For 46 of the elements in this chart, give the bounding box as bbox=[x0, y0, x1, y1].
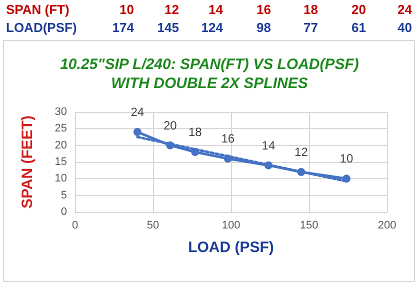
data-label: 16 bbox=[221, 132, 235, 146]
y-axis-title: SPAN (FEET) bbox=[19, 115, 36, 209]
text: 18 bbox=[304, 2, 318, 17]
x-tick-label: 100 bbox=[222, 220, 240, 232]
x-tick-label: 0 bbox=[72, 220, 78, 232]
data-label: 24 bbox=[130, 105, 144, 119]
chart-subtitle: WITH DOUBLE 2X SPLINES bbox=[111, 75, 308, 92]
y-tick-label: 5 bbox=[60, 189, 67, 202]
text: 16 bbox=[256, 2, 271, 17]
point bbox=[297, 168, 306, 176]
point bbox=[191, 148, 200, 156]
text: SPAN (FT) bbox=[6, 2, 70, 17]
point bbox=[166, 141, 174, 150]
text: 61 bbox=[352, 20, 366, 35]
y-tick-label: 30 bbox=[54, 106, 67, 118]
text: 40 bbox=[398, 20, 412, 35]
x-tick-label: 150 bbox=[300, 220, 318, 232]
text: 145 bbox=[157, 20, 179, 35]
x-tick-label: 200 bbox=[378, 220, 396, 232]
x-tick-label: 50 bbox=[146, 220, 160, 232]
text: 14 bbox=[208, 2, 223, 17]
text: 174 bbox=[112, 20, 134, 35]
y-tick-label: 0 bbox=[60, 206, 67, 218]
text: 24 bbox=[398, 2, 412, 17]
data-label: 12 bbox=[294, 145, 308, 159]
text: 77 bbox=[304, 20, 318, 35]
text: 12 bbox=[164, 2, 179, 17]
y-tick-label: 10 bbox=[54, 172, 67, 185]
data-label: 14 bbox=[262, 138, 276, 152]
data-label: 10 bbox=[340, 152, 354, 166]
x-axis-title: LOAD (PSF) bbox=[188, 239, 274, 256]
data-label: 20 bbox=[163, 118, 178, 132]
data-label: 18 bbox=[188, 125, 202, 139]
point bbox=[224, 154, 232, 163]
text: 10 bbox=[120, 2, 134, 17]
chart-title: 10.25"SIP L/240: SPAN(FT) VS LOAD(PSF) bbox=[60, 56, 359, 73]
text: 20 bbox=[352, 2, 366, 17]
text: LOAD(PSF) bbox=[6, 20, 77, 35]
text: 124 bbox=[201, 20, 223, 35]
point bbox=[264, 161, 272, 170]
y-tick-label: 15 bbox=[54, 156, 67, 168]
text: 98 bbox=[256, 20, 271, 35]
point bbox=[133, 128, 142, 136]
y-tick-label: 25 bbox=[54, 122, 67, 135]
y-tick-label: 20 bbox=[54, 139, 67, 152]
point bbox=[342, 174, 350, 183]
